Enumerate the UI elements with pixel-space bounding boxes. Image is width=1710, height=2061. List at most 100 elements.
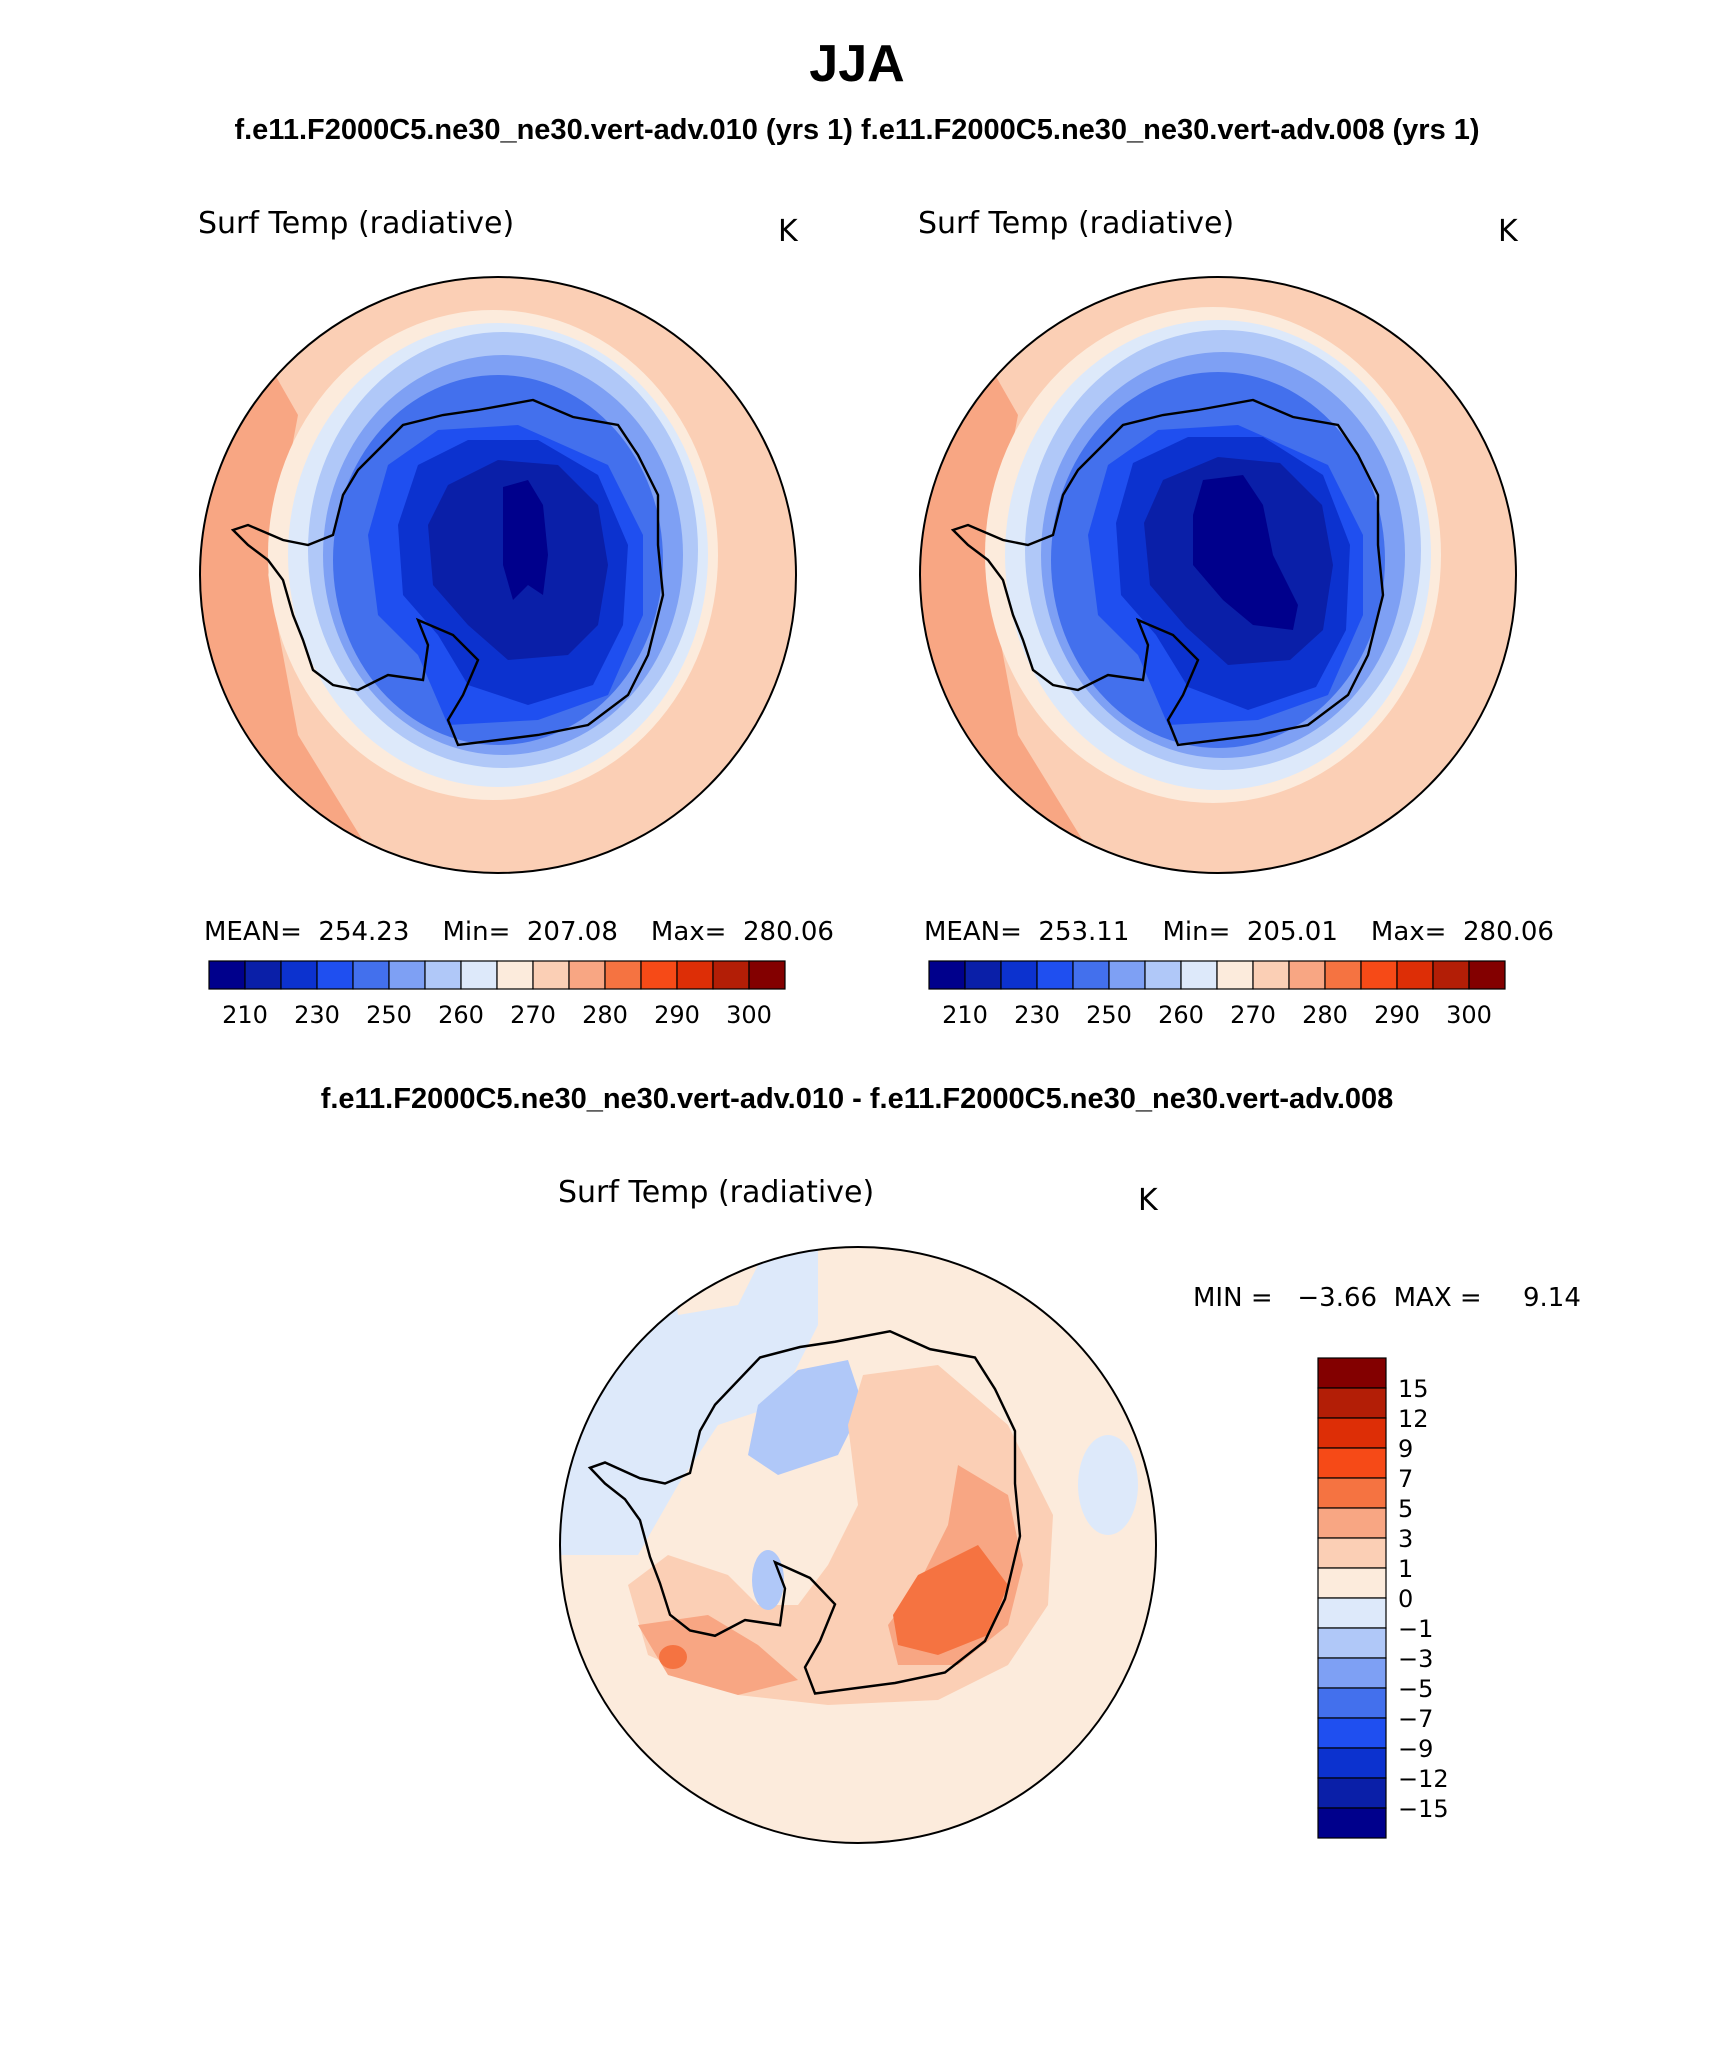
panel-diff-colorbar-label: −7	[1398, 1705, 1433, 1733]
panel-right-map	[919, 276, 1517, 874]
panel-diff-colorbar-label: −5	[1398, 1675, 1433, 1703]
panel-diff-colorbar-label: −15	[1398, 1795, 1449, 1823]
panel-right-colorbar-swatch	[964, 960, 1002, 990]
panel-left-colorbar-swatch	[748, 960, 786, 990]
panel-diff-colorbar-label: 0	[1398, 1585, 1413, 1613]
panel-right-colorbar-swatch	[1216, 960, 1254, 990]
panel-diff-colorbar-swatch	[1317, 1747, 1387, 1779]
panel-diff-colorbar-swatch	[1317, 1717, 1387, 1749]
panel-diff-colorbar-label: 12	[1398, 1405, 1429, 1433]
diff-header: f.e11.F2000C5.ne30_ne30.vert-adv.010 - f…	[321, 1083, 1394, 1115]
panel-left-colorbar-swatch	[568, 960, 606, 990]
panel-right-colorbar-swatch	[1432, 960, 1470, 990]
panel-right-colorbar-tick-label: 270	[1230, 1001, 1276, 1029]
panel-left: Surf Temp (radiative) K MEAN= 254.	[198, 206, 834, 1029]
panel-diff-colorbar-label: 3	[1398, 1525, 1413, 1553]
panel-right-stats: MEAN= 253.11 Min= 205.01 Max= 280.06	[924, 917, 1554, 947]
panel-diff-colorbar-swatch	[1317, 1507, 1387, 1539]
panel-left-colorbar-tick-label: 280	[582, 1001, 628, 1029]
panel-diff-colorbar-swatch	[1317, 1807, 1387, 1839]
panel-right: Surf Temp (radiative) K MEAN= 253.11 Min	[918, 206, 1554, 1029]
panel-left-colorbar-swatch	[316, 960, 354, 990]
panel-diff: Surf Temp (radiative) K MIN = −3.66 MAX …	[558, 1175, 1581, 1844]
panel-right-colorbar-tick-label: 300	[1446, 1001, 1492, 1029]
panel-left-units: K	[778, 214, 799, 249]
panel-right-colorbar-swatch	[928, 960, 966, 990]
panel-left-colorbar-swatch	[676, 960, 714, 990]
panel-right-colorbar-tick-label: 260	[1158, 1001, 1204, 1029]
panel-diff-colorbar-label: 15	[1398, 1375, 1429, 1403]
panel-diff-colorbar-label: −1	[1398, 1615, 1433, 1643]
panel-diff-colorbar-swatch	[1317, 1537, 1387, 1569]
panel-diff-map	[559, 1246, 1157, 1844]
panel-left-colorbar-swatch	[388, 960, 426, 990]
panel-left-stats: MEAN= 254.23 Min= 207.08 Max= 280.06	[204, 917, 834, 947]
panel-left-map	[199, 276, 797, 874]
panel-diff-colorbar-swatch	[1317, 1627, 1387, 1659]
panel-left-colorbar-swatch	[712, 960, 750, 990]
panel-left-colorbar: 210 230 250 260 270 280 290 300	[208, 960, 786, 1029]
panel-diff-colorbar-swatch	[1317, 1477, 1387, 1509]
panel-left-colorbar-swatch	[532, 960, 570, 990]
panel-right-colorbar-swatch	[1036, 960, 1074, 990]
panel-left-colorbar-swatch	[604, 960, 642, 990]
panel-left-colorbar-swatch	[460, 960, 498, 990]
panel-left-colorbar-tick-label: 230	[294, 1001, 340, 1029]
panel-right-colorbar-swatch	[1144, 960, 1182, 990]
panel-left-colorbar-swatch	[208, 960, 246, 990]
panel-left-colorbar-swatch	[244, 960, 282, 990]
panel-diff-colorbar-swatch	[1317, 1597, 1387, 1629]
panel-right-colorbar-tick-label: 210	[942, 1001, 988, 1029]
panel-left-colorbar-swatch	[280, 960, 318, 990]
panel-right-colorbar-tick-label: 290	[1374, 1001, 1420, 1029]
panel-left-colorbar-tick-label: 260	[438, 1001, 484, 1029]
panel-right-colorbar-tick-label: 280	[1302, 1001, 1348, 1029]
panel-left-colorbar-swatch	[640, 960, 678, 990]
panel-right-colorbar-swatch	[1108, 960, 1146, 990]
panel-diff-colorbar-label: 1	[1398, 1555, 1413, 1583]
panel-diff-colorbar-swatch	[1317, 1777, 1387, 1809]
panel-diff-colorbar-label: 9	[1398, 1435, 1413, 1463]
panel-right-colorbar-swatch	[1288, 960, 1326, 990]
panel-diff-colorbar-label: −3	[1398, 1645, 1433, 1673]
panel-diff-colorbar-label: 5	[1398, 1495, 1413, 1523]
panel-diff-colorbar-swatch	[1317, 1687, 1387, 1719]
panel-left-colorbar-swatch	[496, 960, 534, 990]
panel-diff-colorbar-label: 7	[1398, 1465, 1413, 1493]
panel-diff-units: K	[1138, 1183, 1159, 1218]
panel-right-colorbar-swatch	[1396, 960, 1434, 990]
panel-left-colorbar-tick-label: 300	[726, 1001, 772, 1029]
panel-diff-colorbar-swatch	[1317, 1357, 1387, 1389]
panel-right-colorbar-tick-label: 250	[1086, 1001, 1132, 1029]
panel-right-colorbar-swatch	[1072, 960, 1110, 990]
panel-diff-colorbar-swatch	[1317, 1567, 1387, 1599]
panel-diff-colorbar-label: −12	[1398, 1765, 1449, 1793]
panel-right-colorbar-swatch	[1252, 960, 1290, 990]
panel-left-colorbar-tick-label: 210	[222, 1001, 268, 1029]
panel-diff-colorbar-swatch	[1317, 1657, 1387, 1689]
panel-right-variable: Surf Temp (radiative)	[918, 206, 1234, 241]
panel-left-colorbar-swatch	[352, 960, 390, 990]
panel-right-colorbar-swatch	[1324, 960, 1362, 990]
panel-diff-colorbar-swatch	[1317, 1387, 1387, 1419]
panel-right-colorbar-swatch	[1360, 960, 1398, 990]
panel-left-colorbar-tick-label: 250	[366, 1001, 412, 1029]
panel-left-colorbar-swatch	[424, 960, 462, 990]
panel-right-colorbar-swatch	[1468, 960, 1506, 990]
panel-diff-colorbar-label: −9	[1398, 1735, 1433, 1763]
panel-right-units: K	[1498, 214, 1519, 249]
panel-right-colorbar: 210 230 250 260 270 280 290 300	[928, 960, 1506, 1029]
panel-right-colorbar-swatch	[1000, 960, 1038, 990]
panel-right-colorbar-tick-label: 230	[1014, 1001, 1060, 1029]
panel-diff-variable: Surf Temp (radiative)	[558, 1175, 874, 1210]
panel-left-variable: Surf Temp (radiative)	[198, 206, 514, 241]
panel-diff-colorbar-swatch	[1317, 1417, 1387, 1449]
panel-right-colorbar-swatch	[1180, 960, 1218, 990]
panel-left-colorbar-tick-label: 290	[654, 1001, 700, 1029]
case-header: f.e11.F2000C5.ne30_ne30.vert-adv.010 (yr…	[234, 114, 1479, 146]
figure-title: JJA	[809, 35, 904, 93]
panel-diff-colorbar-swatch	[1317, 1447, 1387, 1479]
panel-left-colorbar-tick-label: 270	[510, 1001, 556, 1029]
